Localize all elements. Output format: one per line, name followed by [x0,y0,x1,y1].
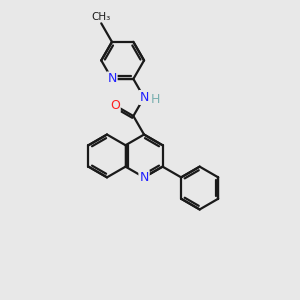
Text: H: H [151,93,160,106]
Text: N: N [140,91,149,104]
Text: O: O [110,99,120,112]
Text: N: N [107,72,117,86]
Text: CH₃: CH₃ [92,12,111,22]
Text: N: N [140,171,149,184]
